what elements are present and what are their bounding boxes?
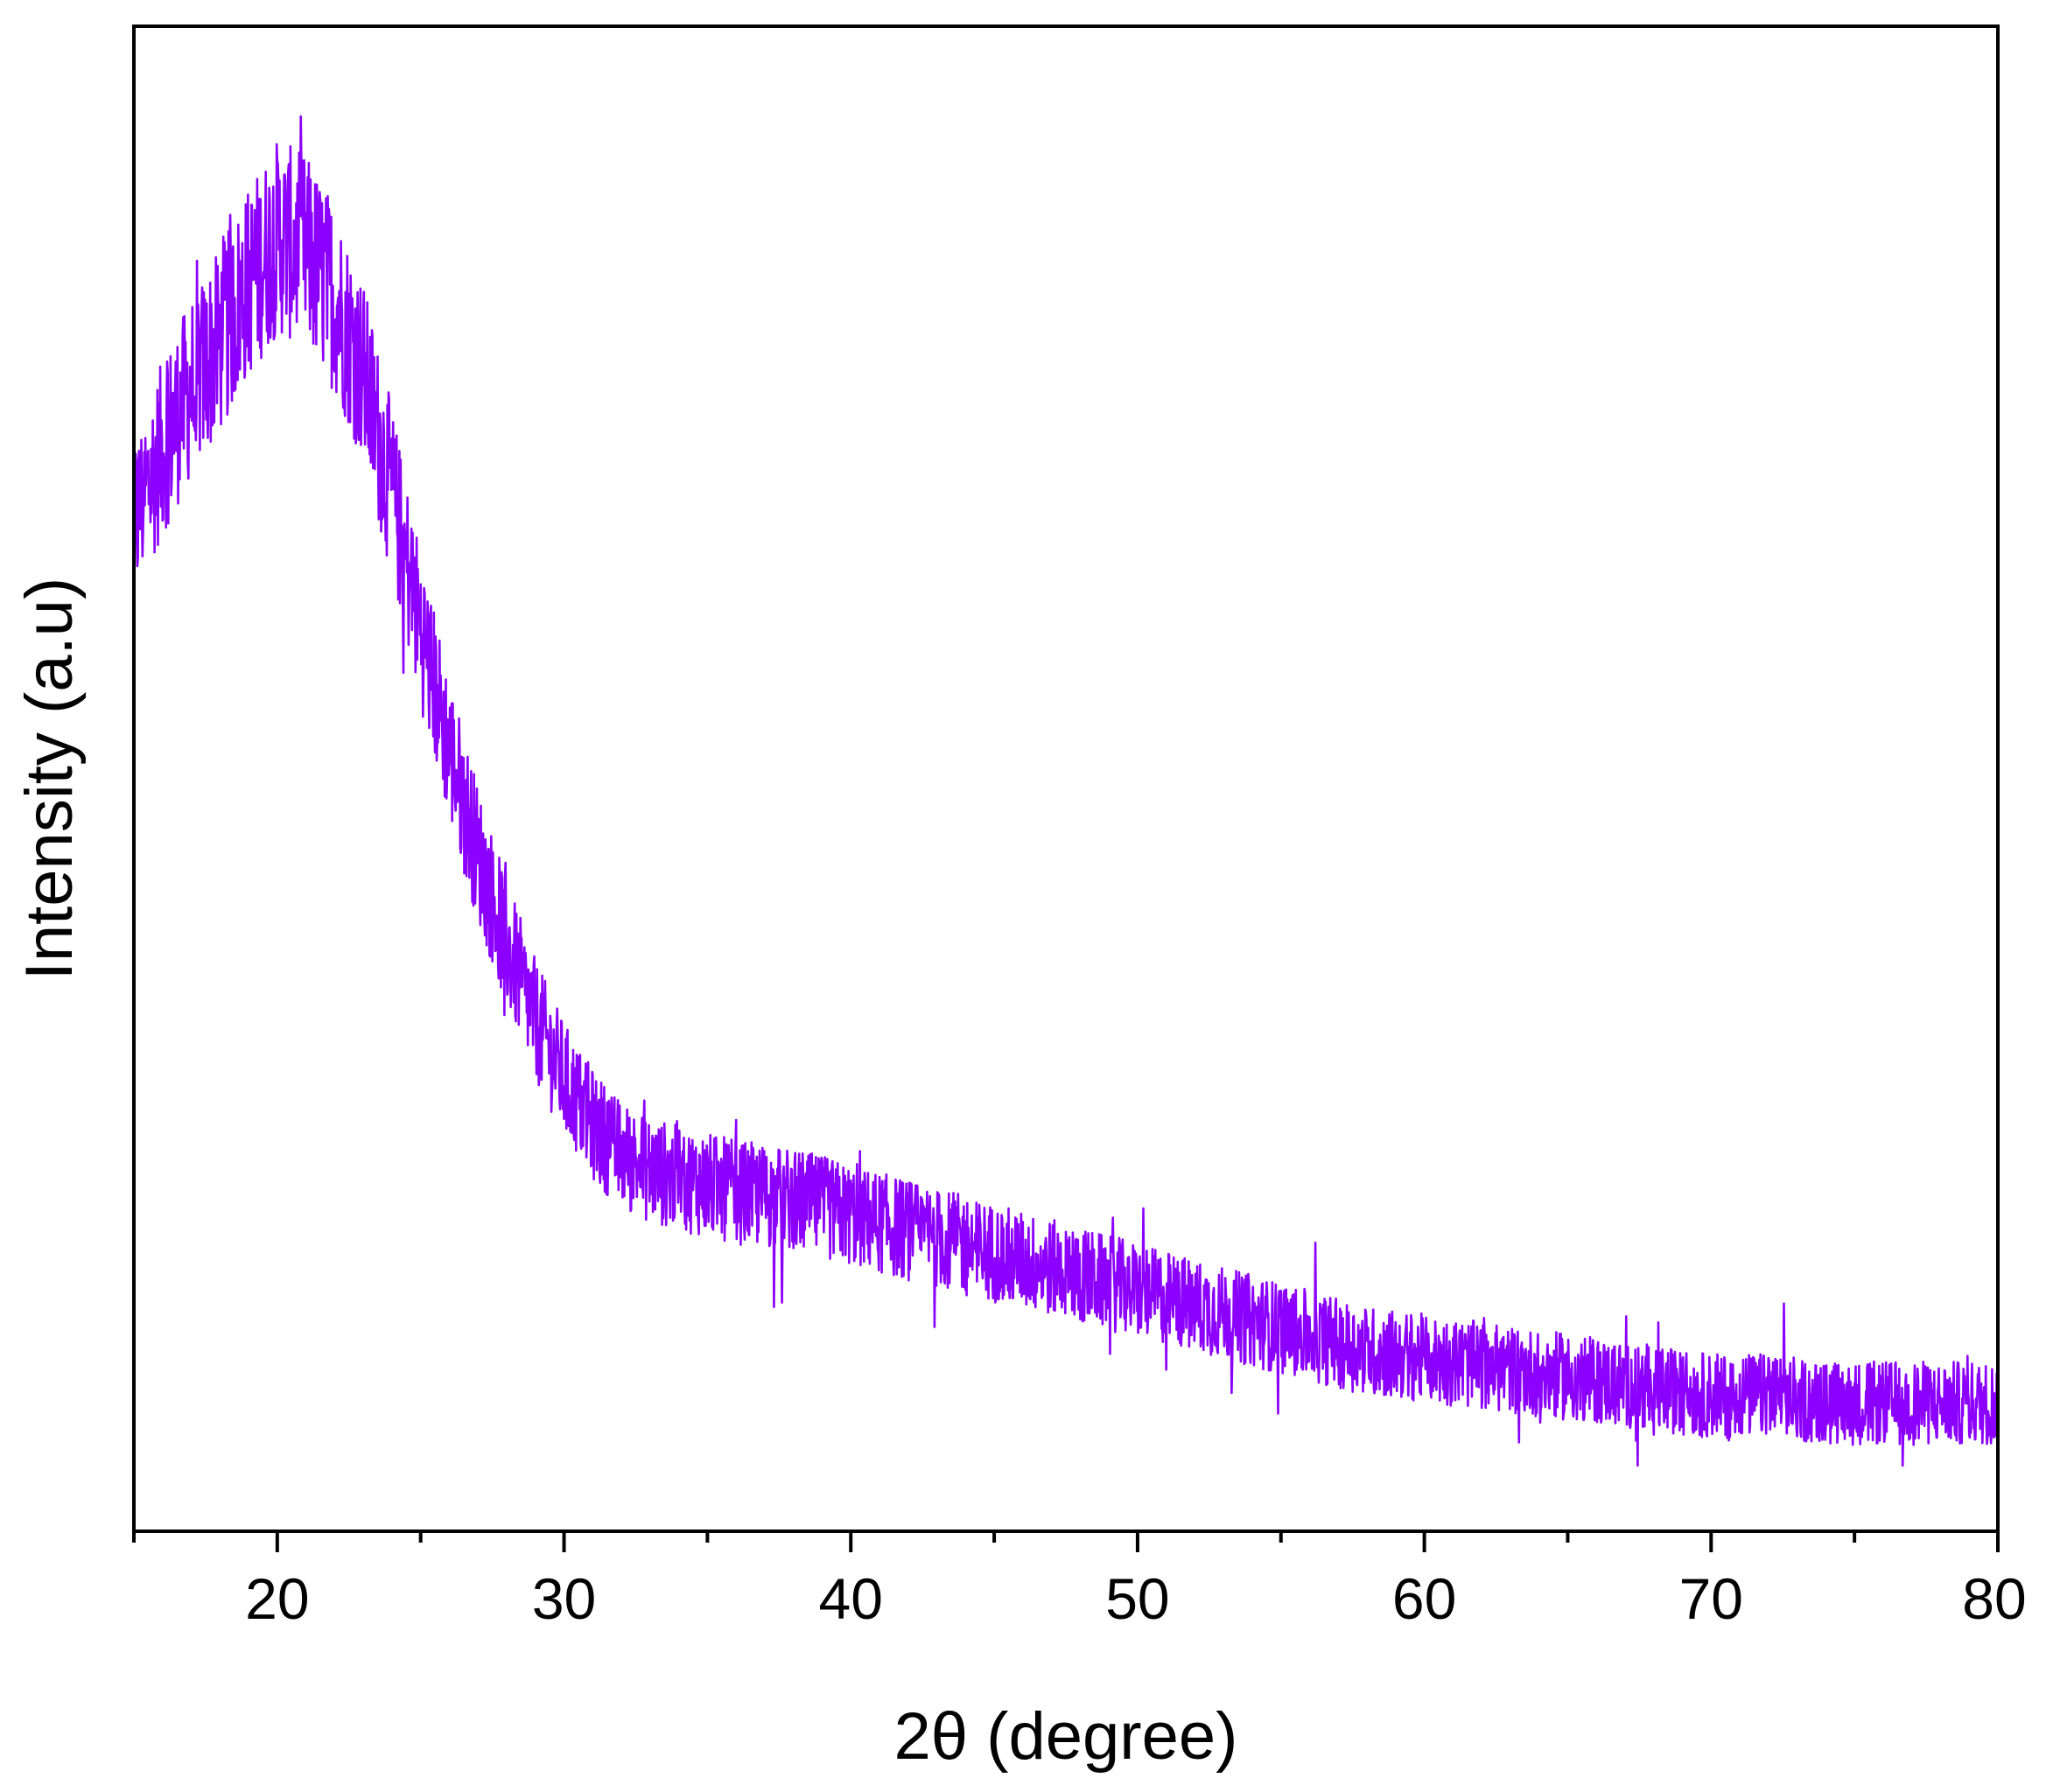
y-axis-title: Intensity (a.u) [12, 578, 87, 980]
x-tick-label: 70 [1679, 1566, 1743, 1631]
xrd-series-line [132, 115, 2000, 1467]
plot-area [132, 24, 2000, 1533]
x-tick-label: 30 [532, 1566, 596, 1631]
plot-frame [132, 24, 2000, 1533]
x-axis-ticks [132, 1531, 2000, 1552]
series-layer [132, 115, 2000, 1467]
x-tick-label: 60 [1392, 1566, 1456, 1631]
x-tick-label: 40 [819, 1566, 883, 1631]
x-axis-tick-labels: 20 30 40 50 60 70 80 [245, 1566, 2027, 1631]
x-tick-label: 80 [1962, 1566, 2026, 1631]
x-tick-label: 20 [245, 1566, 309, 1631]
x-tick-label: 50 [1105, 1566, 1169, 1631]
x-axis-title: 2θ (degree) [894, 1699, 1238, 1774]
